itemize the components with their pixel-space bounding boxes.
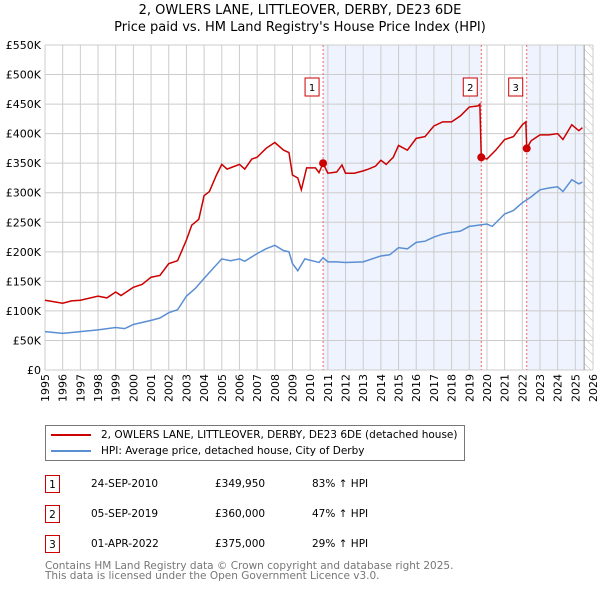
x-tick-label: 2021 <box>499 374 512 402</box>
sale-date: 24-SEP-2010 <box>91 478 159 490</box>
y-tick-label: £50K <box>13 334 42 347</box>
x-tick-label: 2009 <box>286 374 299 402</box>
x-tick-label: 2026 <box>587 374 600 402</box>
sale-label: 3 <box>513 83 519 94</box>
y-tick-label: £300K <box>6 187 42 200</box>
x-tick-label: 2012 <box>340 374 353 402</box>
x-tick-label: 1995 <box>39 374 52 402</box>
y-tick-label: £0 <box>27 364 41 377</box>
x-tick-label: 1999 <box>110 374 123 402</box>
x-tick-label: 2017 <box>428 374 441 402</box>
sale-date: 05-SEP-2019 <box>91 508 159 520</box>
y-tick-label: £250K <box>6 216 42 229</box>
x-tick-label: 2020 <box>481 374 494 402</box>
footer-line: This data is licensed under the Open Gov… <box>45 570 380 582</box>
y-tick-label: £100K <box>6 305 42 318</box>
blue-line-swatch <box>51 450 91 452</box>
chart-title: 2, OWLERS LANE, LITTLEOVER, DERBY, DE23 … <box>138 3 462 18</box>
x-tick-label: 2005 <box>216 374 229 402</box>
x-tick-label: 2014 <box>375 374 388 402</box>
legend-item-property: 2, OWLERS LANE, LITTLEOVER, DERBY, DE23 … <box>51 429 457 441</box>
x-tick-label: 2003 <box>180 374 193 402</box>
x-tick-label: 2004 <box>198 374 211 402</box>
y-tick-label: £550K <box>6 39 42 52</box>
x-tick-label: 2002 <box>163 374 176 402</box>
sale-label-box <box>304 77 320 97</box>
footer: Contains HM Land Registry data © Crown c… <box>45 560 454 582</box>
hpi-line <box>44 178 583 335</box>
sale-label-box <box>462 77 478 97</box>
x-tick-label: 1997 <box>74 374 87 402</box>
x-tick-label: 2000 <box>127 374 140 402</box>
y-tick-label: £500K <box>6 69 42 82</box>
x-tick-label: 2016 <box>410 374 423 402</box>
legend: 2, OWLERS LANE, LITTLEOVER, DERBY, DE23 … <box>45 425 465 461</box>
property-line <box>44 102 583 304</box>
legend-label: 2, OWLERS LANE, LITTLEOVER, DERBY, DE23 … <box>101 429 458 441</box>
x-tick-label: 2006 <box>233 374 246 402</box>
shaded-region <box>323 45 482 370</box>
y-tick-label: £150K <box>6 275 42 288</box>
x-tick-label: 2013 <box>357 374 370 402</box>
sale-label: 2 <box>467 83 473 94</box>
sale-hpi: 29% ↑ HPI <box>312 538 369 550</box>
price-chart: 1995 1996 1997 1998 1999 2000 2001 2002 2003 2004… <box>6 39 600 402</box>
x-tick-label: 2022 <box>516 374 529 402</box>
forecast-hatch <box>584 45 593 370</box>
y-tick-label: £200K <box>6 246 42 259</box>
sale-badge: 1 <box>45 475 60 493</box>
footer-line: Contains HM Land Registry data © Crown c… <box>45 560 454 572</box>
x-tick-label: 2024 <box>552 374 565 402</box>
x-tick-label: 2010 <box>304 374 317 402</box>
y-tick-label: £400K <box>6 128 42 141</box>
x-tick-label: 2025 <box>569 374 582 402</box>
legend-label: HPI: Average price, detached house, City… <box>101 445 365 457</box>
sale-label-box <box>508 77 524 97</box>
legend-item-hpi: HPI: Average price, detached house, City… <box>51 445 364 457</box>
sale-badge: 3 <box>45 535 60 553</box>
red-line-swatch <box>51 434 91 436</box>
y-tick-label: £350K <box>6 157 42 170</box>
sale-price: £375,000 <box>215 538 266 550</box>
sale-hpi: 83% ↑ HPI <box>312 478 369 490</box>
sale-date: 01-APR-2022 <box>91 538 159 550</box>
shaded-region <box>526 45 585 370</box>
x-tick-label: 1998 <box>92 374 105 402</box>
y-tick-label: £450K <box>6 98 42 111</box>
chart-subtitle: Price paid vs. HM Land Registry's House … <box>114 20 486 35</box>
x-tick-label: 2011 <box>322 374 335 402</box>
x-tick-label: 2008 <box>269 374 282 402</box>
x-tick-label: 2007 <box>251 374 264 402</box>
x-tick-label: 2023 <box>534 374 547 402</box>
sale-label: 1 <box>309 83 315 94</box>
sale-point <box>522 144 531 153</box>
x-tick-label: 1996 <box>57 374 70 402</box>
x-tick-label: 2018 <box>446 374 459 402</box>
x-tick-label: 2015 <box>393 374 406 402</box>
sale-badge: 2 <box>45 505 60 523</box>
sale-point <box>477 153 486 162</box>
x-tick-label: 2019 <box>463 374 476 402</box>
x-tick-label: 2001 <box>145 374 158 402</box>
sale-price: £360,000 <box>215 508 266 520</box>
sale-point <box>319 159 328 168</box>
sale-price: £349,950 <box>215 478 266 490</box>
sale-hpi: 47% ↑ HPI <box>312 508 369 520</box>
